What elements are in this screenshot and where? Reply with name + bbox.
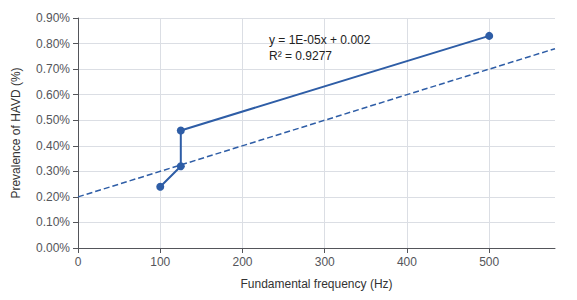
svg-text:0: 0	[75, 255, 82, 269]
svg-text:0.80%: 0.80%	[36, 37, 70, 51]
svg-text:200: 200	[232, 255, 252, 269]
svg-text:y = 1E-05x + 0.002: y = 1E-05x + 0.002	[269, 33, 371, 47]
svg-text:0.10%: 0.10%	[36, 215, 70, 229]
svg-text:0.00%: 0.00%	[36, 241, 70, 255]
svg-text:500: 500	[479, 255, 499, 269]
svg-text:0.60%: 0.60%	[36, 88, 70, 102]
svg-text:0.50%: 0.50%	[36, 113, 70, 127]
svg-text:300: 300	[315, 255, 335, 269]
svg-text:0.70%: 0.70%	[36, 62, 70, 76]
svg-text:Fundamental frequency (Hz): Fundamental frequency (Hz)	[240, 277, 392, 291]
svg-text:0.30%: 0.30%	[36, 164, 70, 178]
svg-text:100: 100	[150, 255, 170, 269]
svg-text:R² = 0.9277: R² = 0.9277	[269, 49, 332, 63]
svg-text:Prevalence of HAVD (%): Prevalence of HAVD (%)	[9, 67, 23, 198]
svg-text:0.20%: 0.20%	[36, 190, 70, 204]
svg-text:0.90%: 0.90%	[36, 11, 70, 25]
svg-text:400: 400	[397, 255, 417, 269]
svg-text:0.40%: 0.40%	[36, 139, 70, 153]
